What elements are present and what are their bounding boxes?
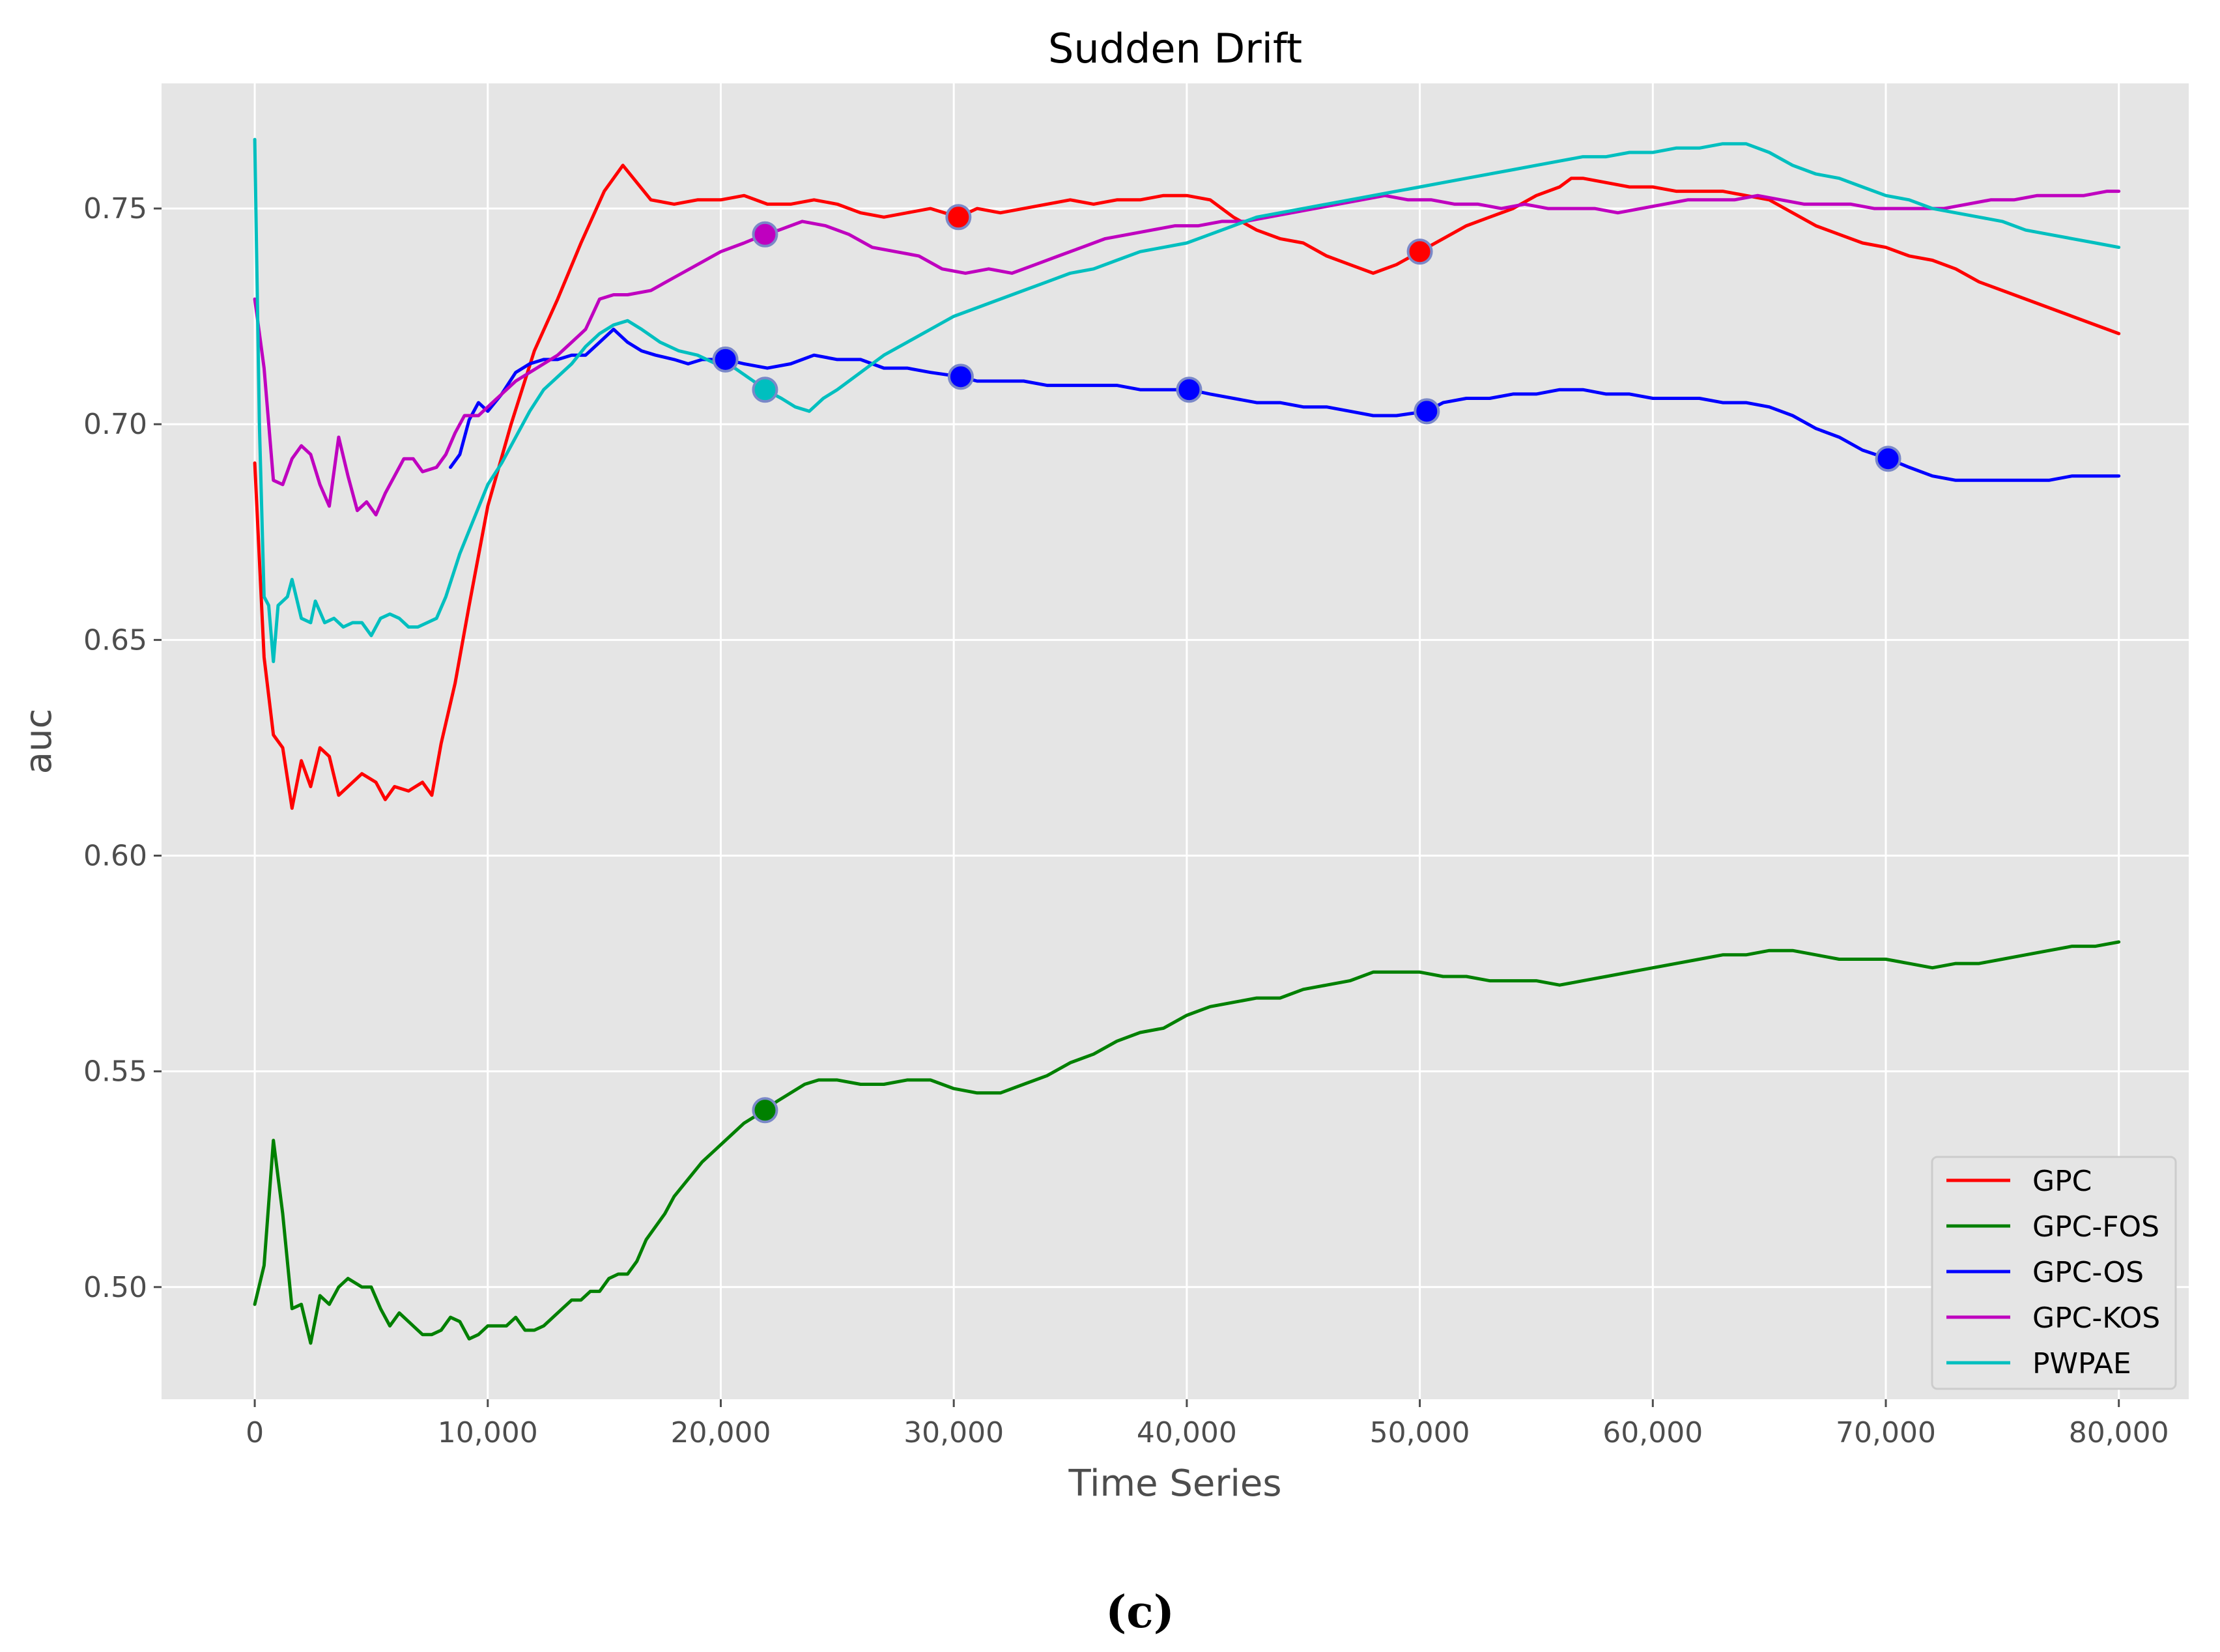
figure-caption: (c) [1105,1586,1174,1638]
drift-marker-gpc-os [712,346,739,373]
drift-marker-gpc-os [947,363,974,390]
drift-marker-pwpae [752,377,778,403]
y-axis-label: auc [18,709,60,775]
x-tick-label: 70,000 [1836,1416,1936,1449]
legend-label-gpc: GPC [2032,1165,2092,1198]
drift-marker-gpc-os [1414,398,1440,425]
chart-title: Sudden Drift [1048,25,1302,72]
legend-label-gpc-kos: GPC-KOS [2032,1302,2160,1335]
x-tick-label: 60,000 [1602,1416,1703,1449]
x-tick-label: 80,000 [2069,1416,2169,1449]
x-tick-label: 0 [246,1416,264,1449]
plot-background [162,83,2189,1399]
gridlines [162,83,2189,1399]
series-line-gpc [253,164,2121,810]
drift-marker-gpc-os [1176,377,1202,403]
legend-label-gpc-os: GPC-OS [2032,1256,2144,1289]
drift-marker-gpc-os [1875,446,1901,472]
legend-box [1931,1156,2177,1390]
legend: GPC GPC-FOS GPC-OS GPC-KOS PWPAE [1931,1156,2177,1390]
series-line-gpc-fos [253,940,2121,1345]
series-line-gpc-kos [253,190,2121,517]
legend-label-pwpae: PWPAE [2032,1347,2131,1380]
legend-label-gpc-fos: GPC-FOS [2032,1210,2159,1244]
x-tick-label: 20,000 [670,1416,771,1449]
x-tick-label: 50,000 [1370,1416,1470,1449]
drift-marker-gpc-fos [752,1097,778,1124]
x-axis-ticks: 0 10,000 20,000 30,000 40,000 50,000 60,000 70,… [246,1399,2169,1449]
drift-marker-gpc [1406,238,1433,265]
x-tick-label: 40,000 [1137,1416,1237,1449]
drift-markers [712,204,1901,1124]
drift-marker-gpc-kos [752,221,778,248]
y-tick-label: 0.75 [83,192,147,225]
x-tick-label: 10,000 [438,1416,538,1449]
y-tick-label: 0.50 [83,1271,147,1304]
y-tick-label: 0.65 [83,623,147,657]
y-tick-label: 0.60 [83,840,147,873]
drift-marker-gpc [945,204,972,231]
x-axis-label: Time Series [1068,1462,1281,1505]
legend-entries: GPC GPC-FOS GPC-OS GPC-KOS PWPAE [1946,1165,2160,1380]
series-line-pwpae [253,137,2121,663]
y-axis-ticks: 0.50 0.55 0.60 0.65 0.70 0.75 [83,192,162,1304]
y-tick-label: 0.70 [83,408,147,441]
x-tick-label: 30,000 [904,1416,1004,1449]
y-tick-label: 0.55 [83,1055,147,1089]
